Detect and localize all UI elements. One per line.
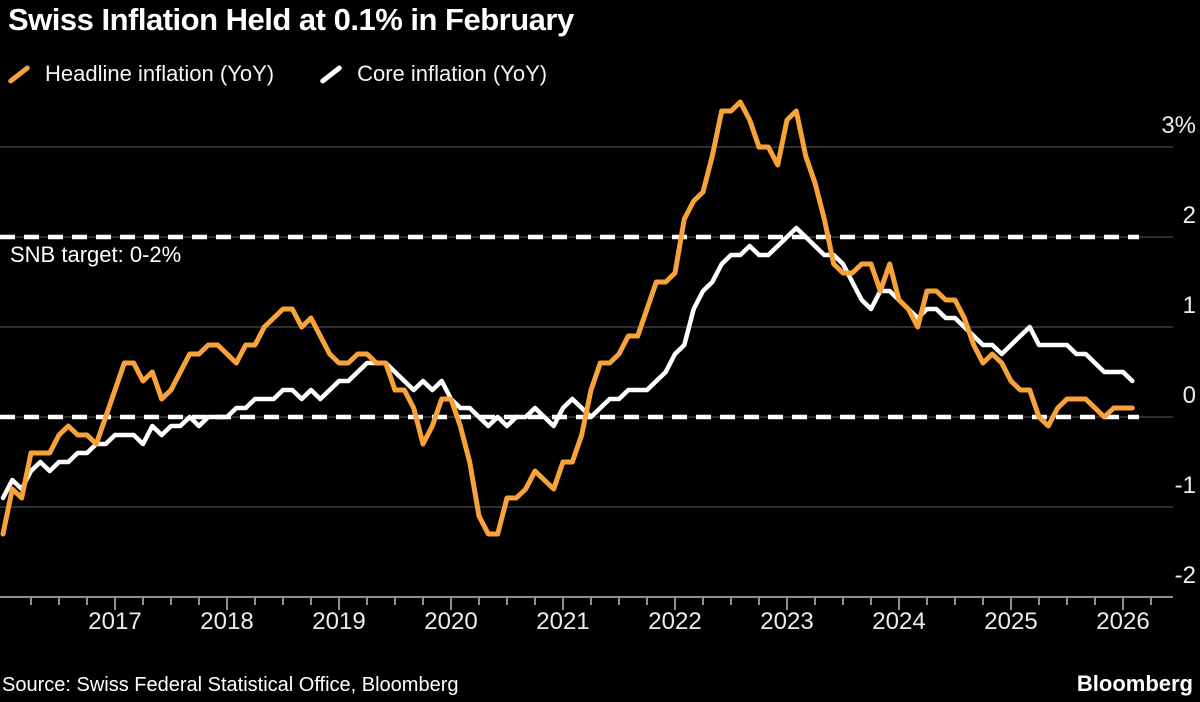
- series-core: [0, 225, 1135, 501]
- y-axis-label: 2: [1182, 202, 1196, 229]
- bloomberg-logo: Bloomberg: [1076, 671, 1193, 696]
- x-axis-label: 2020: [424, 608, 478, 635]
- plot-area: SNB target: 0-2% 3% 2 1 0 -1 -2 2017 2018 2019 20…: [0, 99, 1196, 635]
- x-axis-label: 2018: [200, 608, 254, 635]
- x-axis-label: 2017: [88, 608, 142, 635]
- legend: Headline inflation (YoY) Core inflation …: [6, 61, 547, 87]
- y-axis-label: 1: [1182, 292, 1196, 319]
- legend-label-core: Core inflation (YoY): [357, 61, 548, 86]
- y-axis-label: -2: [1174, 562, 1196, 589]
- legend-item-headline: Headline inflation (YoY): [6, 61, 274, 87]
- source-text: Source: Swiss Federal Statistical Office…: [2, 674, 459, 696]
- x-axis-label: 2022: [648, 608, 702, 635]
- snb-target-annotation: SNB target: 0-2%: [10, 242, 182, 267]
- y-axis-label: -1: [1174, 472, 1196, 499]
- legend-label-headline: Headline inflation (YoY): [45, 61, 275, 86]
- y-axis-label: 0: [1182, 382, 1196, 409]
- x-axis-label: 2025: [984, 608, 1038, 635]
- line-chart-svg: [0, 99, 1173, 610]
- series-headline: [0, 99, 1135, 537]
- x-axis-label: 2026: [1096, 608, 1150, 635]
- page-title: Swiss Inflation Held at 0.1% in February: [8, 2, 574, 37]
- x-axis-label: 2023: [760, 608, 814, 635]
- x-axis-label: 2019: [312, 608, 366, 635]
- x-axis-label: 2024: [872, 608, 926, 635]
- x-axis-label: 2021: [536, 608, 590, 635]
- y-axis-label: 3%: [1161, 112, 1196, 139]
- legend-item-core: Core inflation (YoY): [318, 61, 547, 87]
